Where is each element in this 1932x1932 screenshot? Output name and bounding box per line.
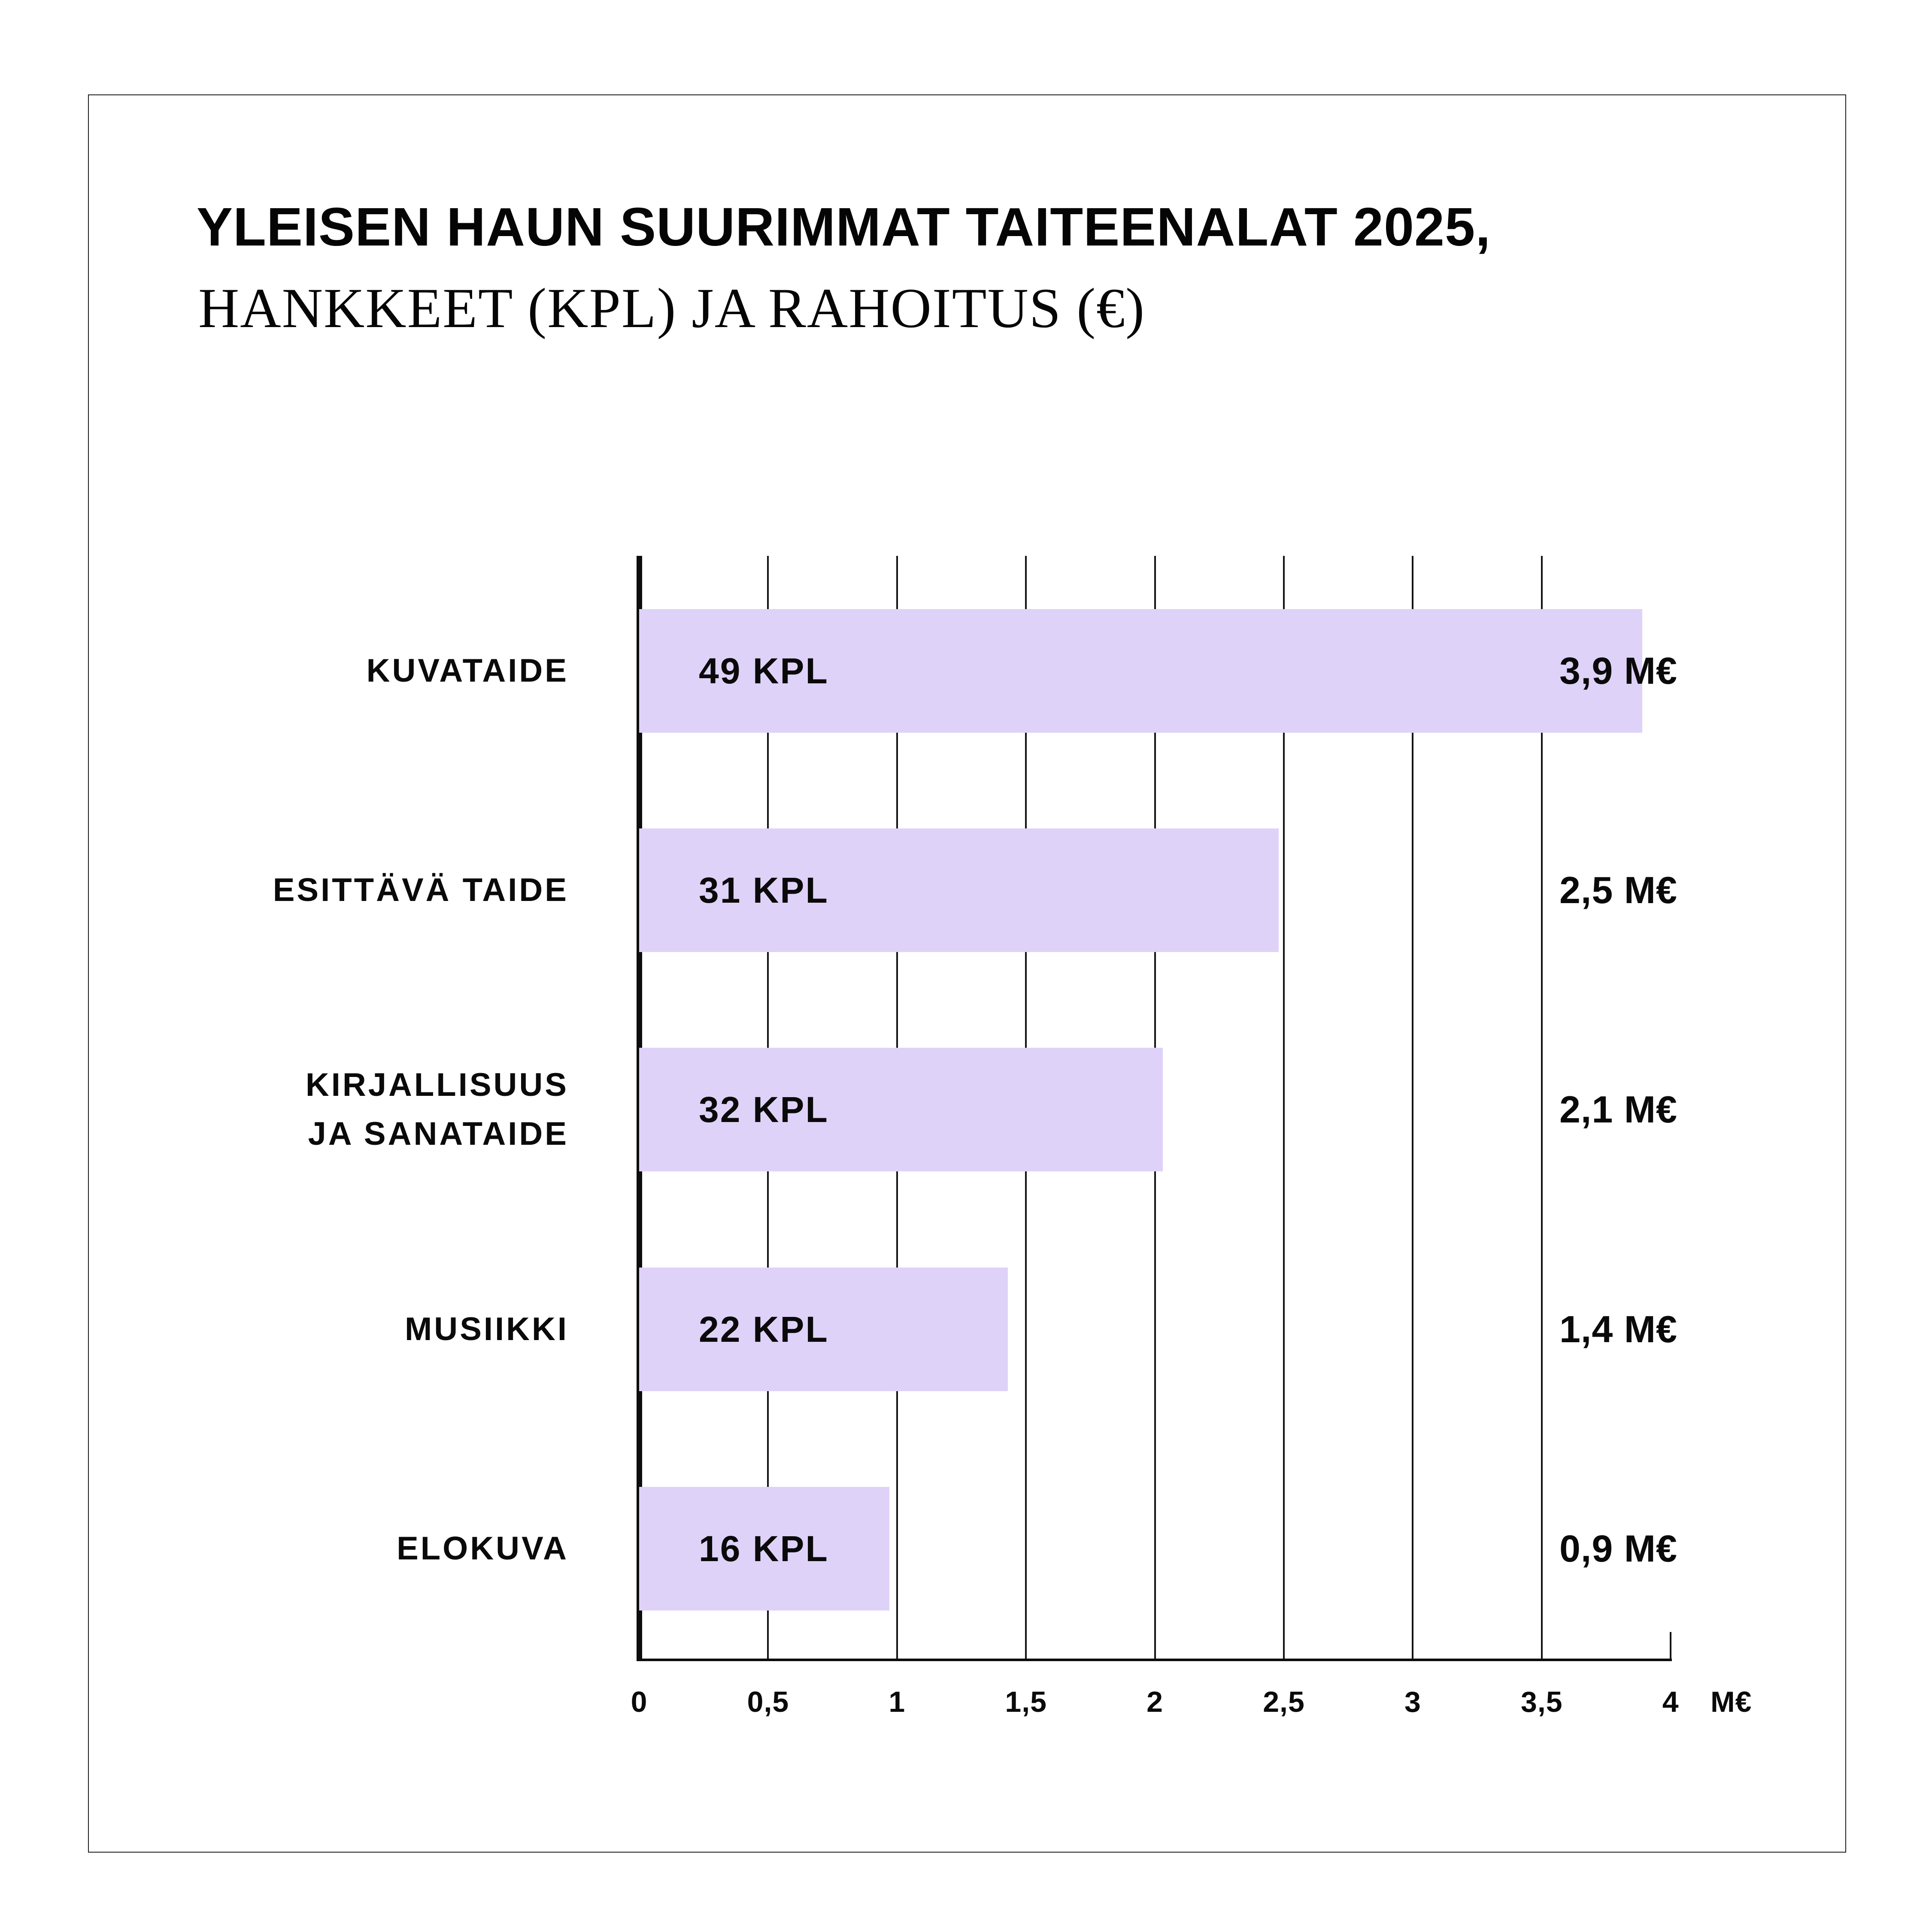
chart-title: YLEISEN HAUN SUURIMMAT TAITEENALAT 2025,	[197, 197, 1491, 257]
bar-kpl-label: 16 KPL	[699, 1528, 829, 1569]
category-label-line: MUSIIKKI	[405, 1311, 569, 1347]
x-tick-label: 0	[631, 1686, 648, 1718]
bar: 22 KPL	[639, 1268, 1008, 1391]
chart-subtitle: HANKKEET (KPL) JA RAHOITUS (€)	[198, 276, 1146, 340]
bar-kpl-label: 31 KPL	[699, 870, 829, 910]
x-tick-label: 3	[1404, 1686, 1421, 1718]
bar-value-label: 3,9 M€	[1559, 649, 1677, 692]
category-label: ELOKUVA	[112, 1484, 569, 1613]
category-label-line: JA SANATAIDE	[308, 1116, 569, 1152]
x-tick-label: 1,5	[1005, 1686, 1047, 1718]
x-tick-label: 2	[1146, 1686, 1163, 1718]
category-label-line: ESITTÄVÄ TAIDE	[273, 872, 569, 908]
category-label-line: KIRJALLISUUS	[305, 1067, 569, 1103]
x-tick-label: 2,5	[1263, 1686, 1305, 1718]
x-axis-line	[637, 1659, 1672, 1661]
bar-kpl-label: 32 KPL	[699, 1089, 829, 1130]
border-frame	[88, 94, 1846, 1853]
category-label: MUSIIKKI	[112, 1265, 569, 1394]
category-label: ESITTÄVÄ TAIDE	[112, 826, 569, 955]
x-tick-label: 3,5	[1521, 1686, 1563, 1718]
gridline	[1541, 556, 1543, 1659]
bar: 31 KPL	[639, 828, 1279, 952]
gridline	[1412, 556, 1414, 1659]
bar-value-label: 2,1 M€	[1559, 1088, 1677, 1131]
x-tick-label: 0,5	[747, 1686, 789, 1718]
bar-value-label: 1,4 M€	[1559, 1308, 1677, 1350]
bar-value-label: 2,5 M€	[1559, 869, 1677, 911]
category-label-line: KUVATAIDE	[366, 652, 569, 689]
bar: 16 KPL	[639, 1487, 889, 1611]
category-label: KIRJALLISUUS JA SANATAIDE	[112, 1045, 569, 1174]
x-axis-end-tick	[1670, 1632, 1672, 1659]
x-axis-unit-label: M€	[1711, 1686, 1752, 1718]
bar: 49 KPL	[639, 609, 1642, 733]
bar: 32 KPL	[639, 1048, 1163, 1171]
category-label: KUVATAIDE	[112, 607, 569, 735]
bar-value-label: 0,9 M€	[1559, 1527, 1677, 1570]
category-label-line: ELOKUVA	[397, 1530, 569, 1567]
x-tick-label: 4	[1662, 1686, 1679, 1718]
bar-kpl-label: 22 KPL	[699, 1309, 829, 1350]
x-tick-label: 1	[889, 1686, 906, 1718]
gridline	[1283, 556, 1285, 1659]
bar-kpl-label: 49 KPL	[699, 650, 829, 691]
